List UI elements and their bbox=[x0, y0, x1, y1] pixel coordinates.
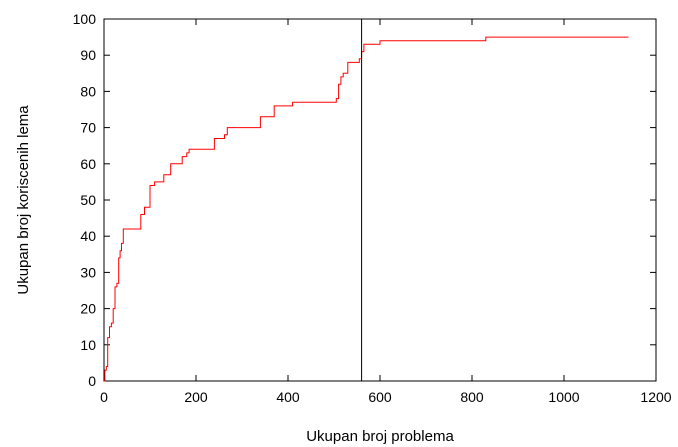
y-axis-label: Ukupan broj koriscenih lema bbox=[15, 105, 32, 295]
y-axis-ticks: 0 10 20 30 40 50 60 70 80 90 100 bbox=[73, 11, 656, 389]
y-tick-label: 100 bbox=[73, 11, 97, 27]
x-tick-label: 400 bbox=[276, 389, 300, 405]
x-tick-label: 1000 bbox=[548, 389, 579, 405]
y-tick-label: 60 bbox=[80, 156, 96, 172]
x-axis-label: Ukupan broj problema bbox=[306, 428, 454, 445]
y-tick-label: 10 bbox=[80, 337, 96, 353]
y-tick-label: 20 bbox=[80, 301, 96, 317]
y-tick-label: 50 bbox=[80, 192, 96, 208]
y-tick-label: 30 bbox=[80, 264, 96, 280]
series-line-0 bbox=[104, 36, 629, 382]
y-tick-label: 90 bbox=[80, 47, 96, 63]
x-tick-label: 600 bbox=[368, 389, 392, 405]
y-tick-label: 40 bbox=[80, 228, 96, 244]
x-tick-label: 800 bbox=[460, 389, 484, 405]
x-tick-label: 0 bbox=[100, 389, 108, 405]
y-tick-label: 80 bbox=[80, 83, 96, 99]
series-layer bbox=[104, 36, 629, 382]
x-axis-ticks: 0 200 400 600 800 1000 1200 bbox=[100, 19, 672, 405]
x-tick-label: 200 bbox=[184, 389, 208, 405]
x-tick-label: 1200 bbox=[640, 389, 671, 405]
plot-frame bbox=[103, 18, 657, 382]
y-tick-label: 70 bbox=[80, 120, 96, 136]
y-tick-label: 0 bbox=[88, 373, 96, 389]
